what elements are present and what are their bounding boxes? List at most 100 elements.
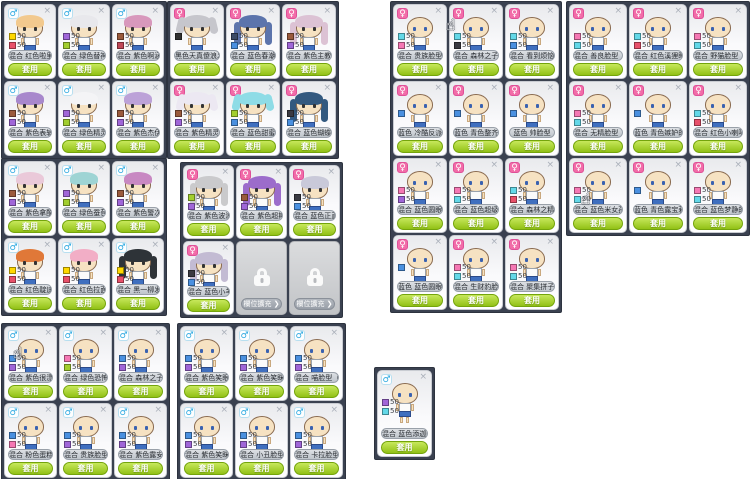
close-icon[interactable]: × <box>546 160 554 170</box>
close-icon[interactable]: × <box>674 160 682 170</box>
apply-button[interactable]: 套用 <box>62 220 106 233</box>
close-icon[interactable]: × <box>267 6 275 16</box>
slot-expand-button[interactable]: 欄位擴充 ❯ <box>294 298 335 310</box>
apply-button[interactable]: 套用 <box>174 140 220 153</box>
close-icon[interactable]: × <box>419 372 427 382</box>
close-icon[interactable]: × <box>220 328 228 338</box>
close-icon[interactable]: × <box>221 243 229 253</box>
apply-button[interactable]: 套用 <box>693 217 743 230</box>
close-icon[interactable]: × <box>44 328 52 338</box>
apply-button[interactable]: 套用 <box>187 299 230 312</box>
close-icon[interactable]: × <box>434 6 442 16</box>
close-icon[interactable]: × <box>734 83 742 93</box>
close-icon[interactable]: × <box>220 405 228 415</box>
apply-button[interactable]: 套用 <box>184 385 229 398</box>
apply-button[interactable]: 套用 <box>509 294 555 307</box>
apply-button[interactable]: 套用 <box>8 63 52 76</box>
close-icon[interactable]: × <box>151 83 159 93</box>
apply-button[interactable]: 套用 <box>239 462 284 475</box>
close-icon[interactable]: × <box>97 6 105 16</box>
apply-button[interactable]: 套用 <box>633 63 683 76</box>
apply-button[interactable]: 套用 <box>453 63 499 76</box>
apply-button[interactable]: 套用 <box>453 294 499 307</box>
close-icon[interactable]: × <box>151 240 159 250</box>
apply-button[interactable]: 套用 <box>118 462 163 475</box>
close-icon[interactable]: × <box>490 83 498 93</box>
close-icon[interactable]: × <box>43 240 51 250</box>
apply-button[interactable]: 套用 <box>509 63 555 76</box>
apply-button[interactable]: 套用 <box>8 462 53 475</box>
apply-button[interactable]: 套用 <box>573 217 623 230</box>
apply-button[interactable]: 套用 <box>240 223 283 236</box>
apply-button[interactable]: 套用 <box>174 63 220 76</box>
apply-button[interactable]: 套用 <box>693 140 743 153</box>
close-icon[interactable]: × <box>151 163 159 173</box>
close-icon[interactable]: × <box>546 237 554 247</box>
apply-button[interactable]: 套用 <box>397 140 443 153</box>
apply-button[interactable]: 套用 <box>286 140 332 153</box>
close-icon[interactable]: × <box>330 405 338 415</box>
apply-button[interactable]: 套用 <box>230 63 276 76</box>
apply-button[interactable]: 套用 <box>294 462 339 475</box>
close-icon[interactable]: × <box>734 160 742 170</box>
apply-button[interactable]: 套用 <box>397 294 443 307</box>
apply-button[interactable]: 套用 <box>116 140 160 153</box>
apply-button[interactable]: 套用 <box>62 140 106 153</box>
close-icon[interactable]: × <box>330 328 338 338</box>
apply-button[interactable]: 套用 <box>8 297 52 310</box>
close-icon[interactable]: × <box>614 160 622 170</box>
close-icon[interactable]: × <box>43 83 51 93</box>
apply-button[interactable]: 套用 <box>397 63 443 76</box>
close-icon[interactable]: × <box>97 240 105 250</box>
close-icon[interactable]: × <box>97 83 105 93</box>
close-icon[interactable]: × <box>211 83 219 93</box>
apply-button[interactable]: 套用 <box>230 140 276 153</box>
close-icon[interactable]: × <box>614 83 622 93</box>
close-icon[interactable]: × <box>99 328 107 338</box>
close-icon[interactable]: × <box>674 83 682 93</box>
close-icon[interactable]: × <box>490 160 498 170</box>
apply-button[interactable]: 套用 <box>633 140 683 153</box>
apply-button[interactable]: 套用 <box>397 217 443 230</box>
close-icon[interactable]: × <box>490 237 498 247</box>
close-icon[interactable]: × <box>154 405 162 415</box>
close-icon[interactable]: × <box>97 163 105 173</box>
close-icon[interactable]: × <box>267 83 275 93</box>
close-icon[interactable]: × <box>490 6 498 16</box>
close-icon[interactable]: × <box>327 167 335 177</box>
apply-button[interactable]: 套用 <box>116 220 160 233</box>
close-icon[interactable]: × <box>546 83 554 93</box>
close-icon[interactable]: × <box>434 237 442 247</box>
apply-button[interactable]: 套用 <box>187 223 230 236</box>
close-icon[interactable]: × <box>274 167 282 177</box>
apply-button[interactable]: 套用 <box>8 140 52 153</box>
apply-button[interactable]: 套用 <box>633 217 683 230</box>
close-icon[interactable]: × <box>734 6 742 16</box>
apply-button[interactable]: 套用 <box>62 63 106 76</box>
apply-button[interactable]: 套用 <box>184 462 229 475</box>
apply-button[interactable]: 套用 <box>509 217 555 230</box>
apply-button[interactable]: 套用 <box>294 385 339 398</box>
close-icon[interactable]: × <box>323 83 331 93</box>
apply-button[interactable]: 套用 <box>381 441 428 454</box>
close-icon[interactable]: × <box>43 163 51 173</box>
apply-button[interactable]: 套用 <box>8 220 52 233</box>
apply-button[interactable]: 套用 <box>239 385 284 398</box>
apply-button[interactable]: 套用 <box>116 297 160 310</box>
close-icon[interactable]: × <box>44 405 52 415</box>
slot-expand-button[interactable]: 欄位擴充 ❯ <box>241 298 282 310</box>
close-icon[interactable]: × <box>323 6 331 16</box>
close-icon[interactable]: × <box>221 167 229 177</box>
apply-button[interactable]: 套用 <box>8 385 53 398</box>
apply-button[interactable]: 套用 <box>573 63 623 76</box>
close-icon[interactable]: × <box>434 160 442 170</box>
close-icon[interactable]: × <box>275 328 283 338</box>
apply-button[interactable]: 套用 <box>286 63 332 76</box>
apply-button[interactable]: 套用 <box>293 223 336 236</box>
apply-button[interactable]: 套用 <box>63 385 108 398</box>
close-icon[interactable]: × <box>43 6 51 16</box>
close-icon[interactable]: × <box>154 328 162 338</box>
apply-button[interactable]: 套用 <box>118 385 163 398</box>
close-icon[interactable]: × <box>275 405 283 415</box>
close-icon[interactable]: × <box>434 83 442 93</box>
